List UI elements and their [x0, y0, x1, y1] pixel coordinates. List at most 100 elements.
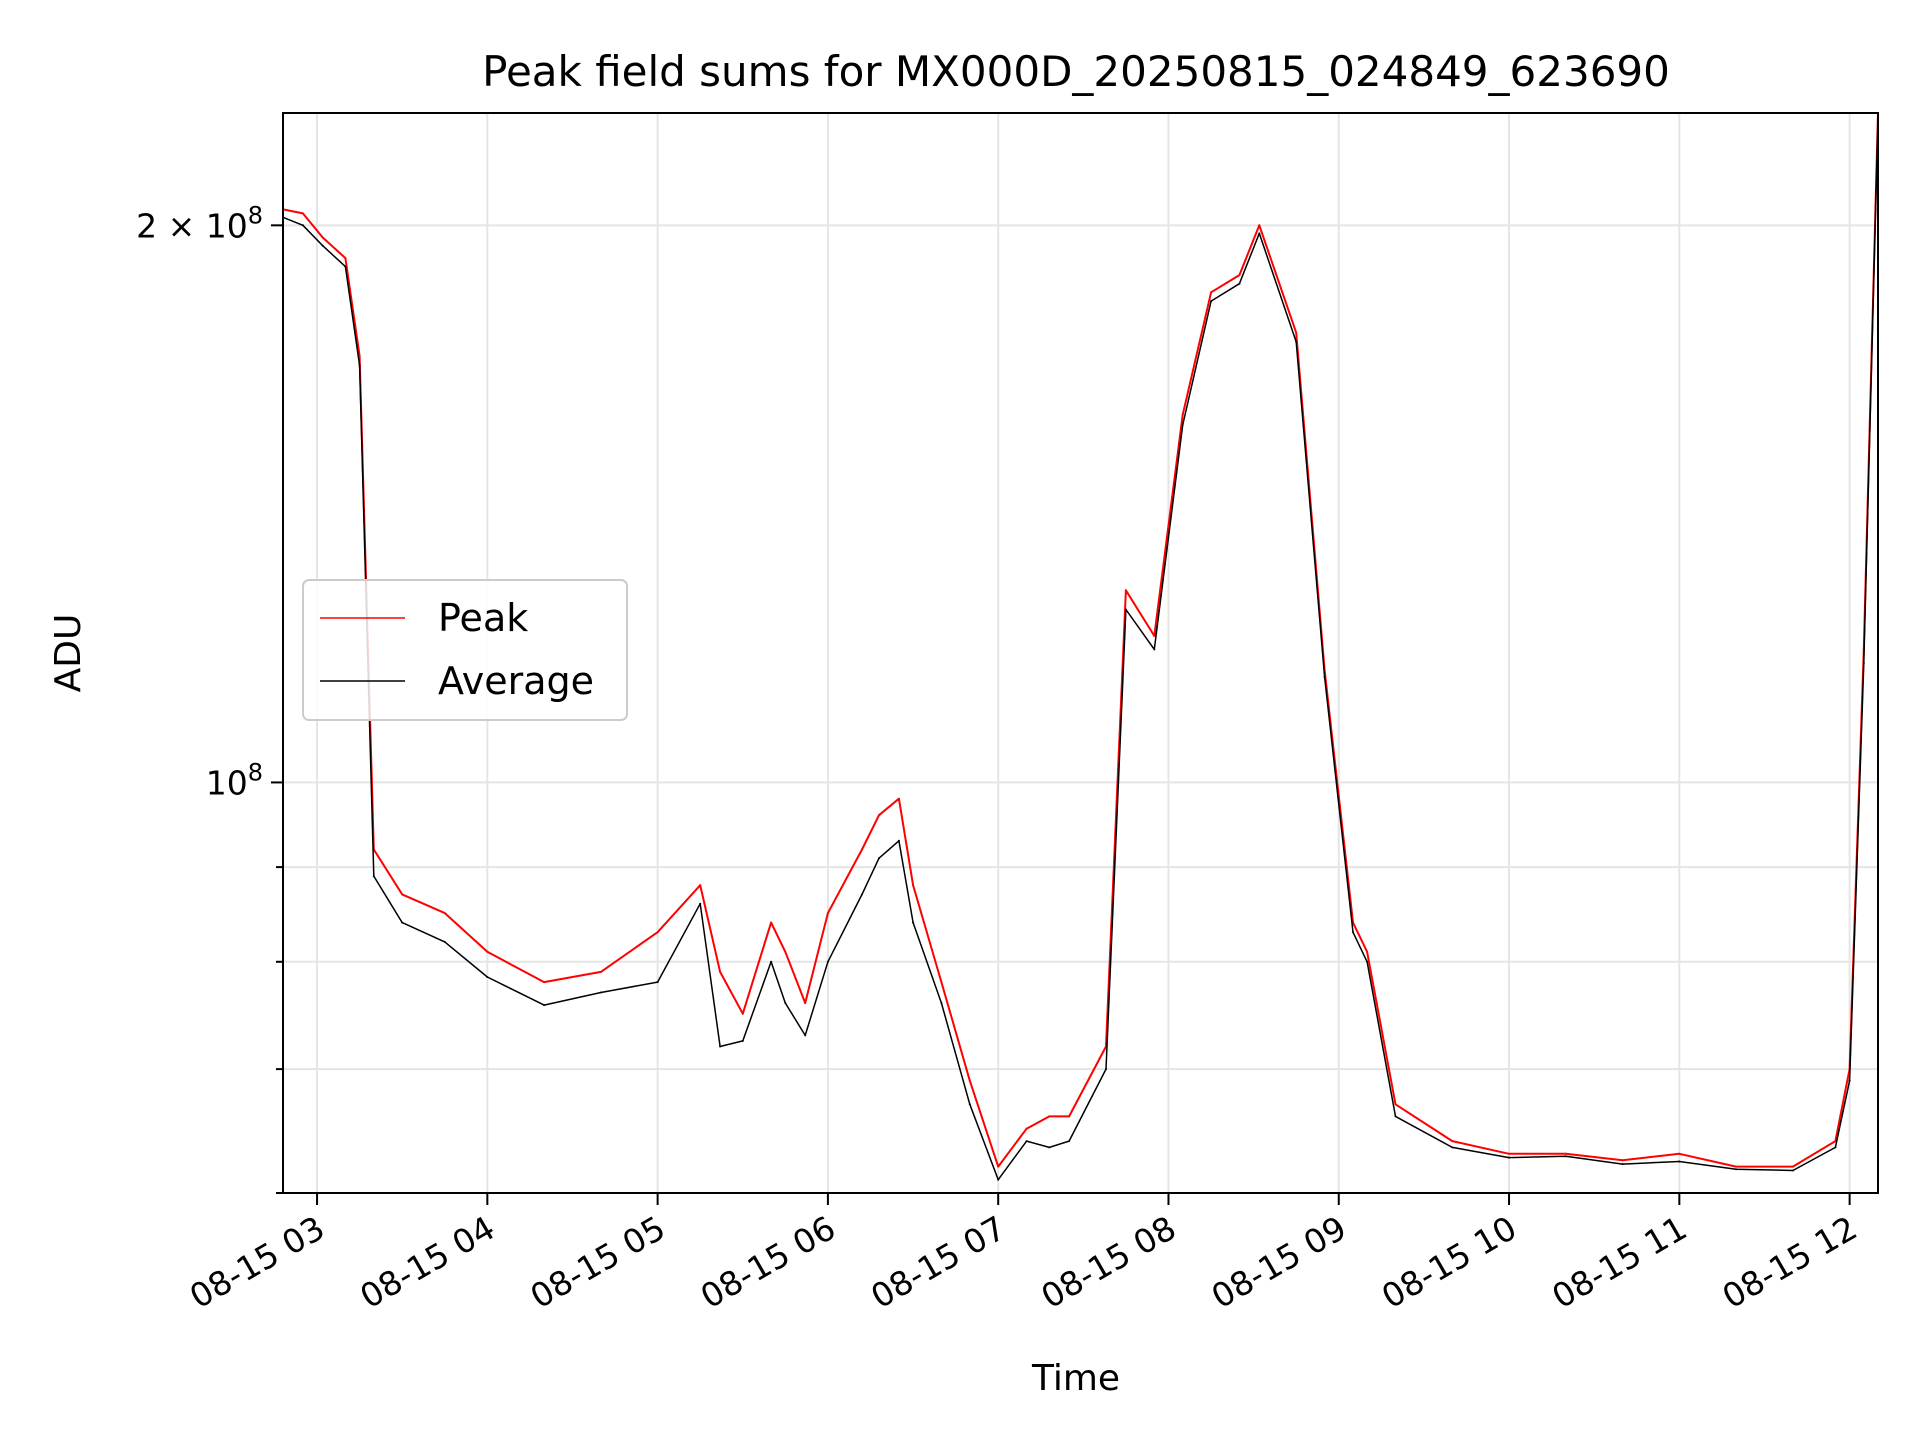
- data-point-peak: [1068, 1115, 1071, 1118]
- data-point-average: [741, 1039, 744, 1042]
- data-point-average: [599, 991, 602, 994]
- data-point-average: [1323, 676, 1326, 679]
- data-point-average: [1352, 931, 1354, 934]
- data-point-average: [1124, 608, 1127, 611]
- data-point-average: [861, 893, 863, 896]
- data-point-average: [804, 1034, 807, 1037]
- data-point-peak: [1394, 1103, 1397, 1106]
- data-point-average: [1295, 340, 1298, 343]
- data-point-average: [1848, 1079, 1851, 1082]
- data-point-average: [1394, 1115, 1397, 1118]
- y-tick-exponent: 8: [248, 201, 263, 229]
- y-tick-label: 2 × 108: [136, 201, 263, 245]
- y-tick-base: 2 × 10: [136, 206, 248, 245]
- data-point-average: [1153, 648, 1156, 651]
- data-point-average: [1366, 960, 1369, 963]
- data-point-average: [699, 902, 702, 905]
- data-point-peak: [1678, 1152, 1681, 1155]
- data-point-average: [1678, 1160, 1681, 1163]
- data-point-average: [1181, 424, 1184, 426]
- legend-box: [302, 579, 628, 721]
- plot-frame: [282, 112, 1879, 1194]
- data-point-peak: [1153, 634, 1156, 637]
- data-point-peak: [940, 981, 943, 984]
- data-point-peak: [912, 884, 915, 887]
- data-point-average: [1451, 1146, 1454, 1149]
- data-point-peak: [968, 1079, 971, 1082]
- data-point-peak: [301, 212, 304, 215]
- data-point-average: [1068, 1140, 1071, 1143]
- y-tick-label: 108: [206, 758, 263, 802]
- data-point-peak: [741, 1012, 744, 1015]
- data-point-average: [443, 940, 446, 943]
- data-point-average: [719, 1045, 722, 1048]
- data-point-peak: [1181, 413, 1184, 416]
- data-point-peak: [599, 970, 602, 973]
- data-point-average: [1834, 1146, 1837, 1149]
- data-point-average: [543, 1004, 546, 1007]
- series-line-peak: [283, 113, 1878, 1168]
- data-point-peak: [1735, 1165, 1738, 1168]
- legend-peak-label: Peak: [438, 596, 528, 640]
- y-axis-label: ADU: [48, 614, 89, 693]
- data-point-average: [1210, 300, 1213, 303]
- legend-average-label: Average: [438, 659, 594, 703]
- data-point-peak: [1564, 1152, 1567, 1155]
- data-point-peak: [1366, 950, 1369, 953]
- data-point-peak: [486, 950, 489, 953]
- data-point-average: [784, 1002, 787, 1004]
- data-point-peak: [1025, 1127, 1028, 1130]
- data-point-average: [1564, 1155, 1567, 1158]
- data-point-average: [301, 224, 304, 227]
- data-point-peak: [1258, 224, 1261, 227]
- data-point-average: [401, 921, 404, 924]
- data-point-peak: [443, 912, 446, 915]
- data-point-average: [1508, 1156, 1510, 1159]
- data-point-average: [770, 960, 773, 963]
- data-point-average: [372, 875, 375, 878]
- y-tick-exponent: 8: [248, 758, 263, 786]
- data-point-peak: [1451, 1140, 1454, 1143]
- data-point-average: [656, 981, 659, 984]
- data-point-peak: [861, 848, 863, 851]
- data-point-average: [1735, 1168, 1738, 1171]
- data-point-peak: [1791, 1165, 1794, 1168]
- data-point-average: [968, 1103, 971, 1106]
- data-point-peak: [878, 814, 880, 817]
- data-point-average: [1621, 1163, 1624, 1166]
- data-point-peak: [770, 921, 773, 924]
- data-point-peak: [826, 912, 829, 915]
- data-point-peak: [1048, 1115, 1051, 1118]
- data-point-average: [940, 1002, 943, 1004]
- data-point-peak: [784, 950, 787, 953]
- data-point-peak: [804, 1002, 807, 1004]
- data-point-peak: [1621, 1159, 1624, 1162]
- data-point-average: [1862, 662, 1865, 665]
- data-point-average: [1048, 1146, 1051, 1149]
- data-point-average: [997, 1178, 1000, 1181]
- series-layer: [283, 113, 1878, 1181]
- data-point-peak: [1238, 274, 1241, 277]
- data-point-peak: [656, 931, 659, 934]
- data-point-average: [1105, 1068, 1107, 1071]
- chart-title: Peak field sums for MX000D_20250815_0248…: [482, 47, 1670, 96]
- data-point-average: [344, 265, 347, 268]
- data-point-peak: [1210, 291, 1213, 294]
- data-point-peak: [719, 970, 722, 973]
- data-point-average: [1238, 282, 1241, 285]
- data-point-average: [1791, 1169, 1794, 1172]
- series-line-average: [283, 116, 1878, 1181]
- data-point-peak: [321, 236, 324, 239]
- data-point-peak: [997, 1165, 1000, 1168]
- data-point-peak: [401, 893, 404, 896]
- data-point-peak: [344, 257, 347, 260]
- x-axis-label: Time: [1031, 1358, 1120, 1399]
- data-point-average: [321, 244, 324, 247]
- data-point-peak: [1508, 1152, 1510, 1155]
- y-tick-base: 10: [206, 763, 248, 802]
- data-point-average: [1025, 1140, 1028, 1143]
- data-point-peak: [897, 797, 900, 800]
- data-point-average: [897, 839, 900, 842]
